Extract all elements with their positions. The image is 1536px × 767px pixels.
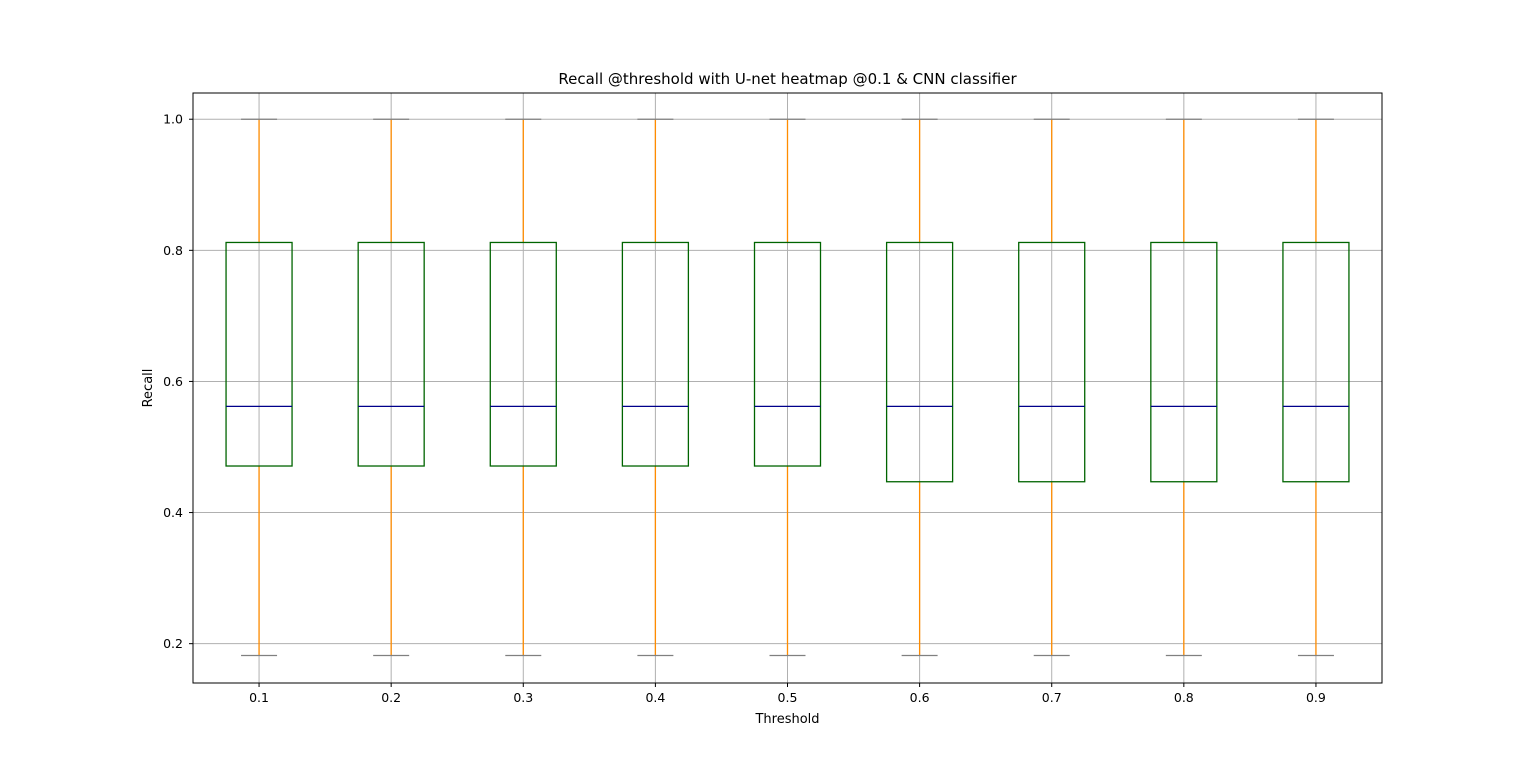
y-tick-label: 0.4	[163, 505, 183, 520]
y-tick-label: 0.8	[163, 243, 183, 258]
x-tick-label: 0.9	[1306, 690, 1326, 705]
x-tick-label: 0.1	[249, 690, 269, 705]
x-axis-label: Threshold	[754, 712, 819, 727]
box-0.1	[225, 118, 293, 657]
x-tick-label: 0.3	[513, 690, 533, 705]
iqr-box	[225, 241, 293, 467]
box-0.7	[1018, 118, 1086, 657]
x-tick-label: 0.2	[381, 690, 401, 705]
y-tick-label: 1.0	[163, 112, 183, 127]
y-tick-label: 0.6	[163, 374, 183, 389]
box-0.6	[885, 118, 954, 657]
box-0.4	[621, 118, 690, 657]
y-tick-label: 0.2	[163, 636, 183, 651]
x-tick-label: 0.8	[1174, 690, 1194, 705]
tick-marks: 0.2 0.4 0.6 0.8 1.0 0.1 0.2 0.3 0.4 0.5 0.6 0.7 0.8 0…	[163, 112, 1326, 705]
box-marks	[225, 118, 1350, 657]
x-tick-label: 0.5	[778, 690, 798, 705]
box-0.5	[753, 118, 822, 657]
x-tick-label: 0.6	[910, 690, 930, 705]
box-0.9	[1282, 118, 1350, 657]
iqr-box	[621, 241, 690, 467]
chart-title: Recall @threshold with U-net heatmap @0.…	[558, 70, 1017, 88]
x-tick-label: 0.7	[1042, 690, 1062, 705]
y-axis-label: Recall	[141, 369, 156, 408]
iqr-box	[1282, 241, 1350, 483]
box-0.2	[357, 118, 425, 657]
iqr-box	[885, 241, 954, 483]
iqr-box	[489, 241, 557, 467]
iqr-box	[753, 241, 822, 467]
iqr-box	[357, 241, 425, 467]
x-tick-label: 0.4	[645, 690, 665, 705]
iqr-box	[1150, 241, 1218, 483]
box-0.3	[489, 118, 557, 657]
box-0.8	[1150, 118, 1218, 657]
iqr-box	[1018, 241, 1086, 483]
